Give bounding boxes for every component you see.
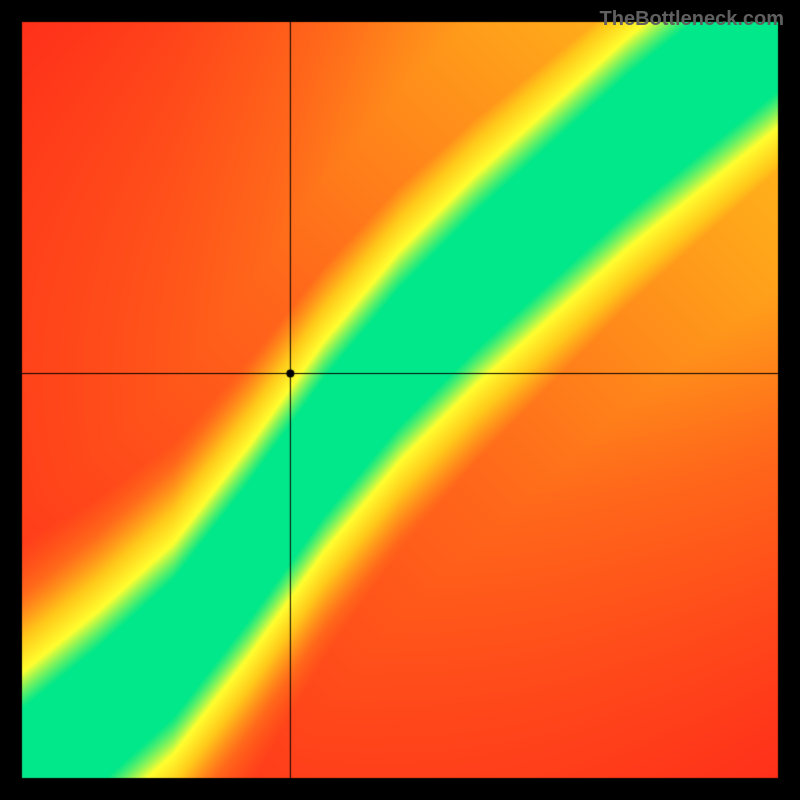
watermark-text: TheBottleneck.com bbox=[600, 8, 784, 31]
bottleneck-heatmap bbox=[0, 0, 800, 800]
